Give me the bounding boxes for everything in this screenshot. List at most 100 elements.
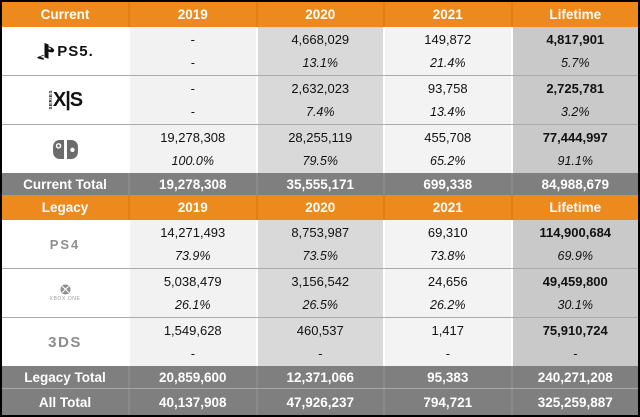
ps4-row: PS4 14,271,493 8,753,987 69,310 114,900,… [2, 220, 638, 268]
threeds-share-2019: - [128, 342, 256, 366]
ps5-sales-2019: - [128, 27, 256, 51]
current-total-lifetime: 84,988,679 [510, 173, 639, 195]
ps4-wordmark: PS4 [49, 236, 81, 252]
legacy-total-2020: 12,371,066 [255, 366, 384, 388]
threeds-share-lifetime: - [510, 342, 638, 366]
ps5-share-2020: 13.1% [255, 51, 383, 75]
xbox-one-share-2021: 26.2% [383, 293, 511, 317]
legacy-section-label: Legacy [41, 200, 89, 215]
xbox-series-row: SERIES X|S - 2,632,023 93,758 2,725,781 … [2, 75, 638, 124]
ps5-wordmark: PS5. [57, 42, 94, 60]
current-total-2019: 19,278,308 [128, 173, 256, 195]
all-total-lifetime: 325,259,887 [510, 389, 639, 415]
switch-logo [2, 125, 128, 173]
legacy-header-row: Legacy 2019 2020 2021 Lifetime [2, 195, 638, 220]
xbox-one-sales-2019: 5,038,479 [128, 269, 256, 293]
switch-sales-lifetime: 77,444,997 [510, 125, 638, 149]
switch-joycon-icon [52, 139, 78, 159]
switch-sales-2019: 19,278,308 [128, 125, 256, 149]
switch-row: 19,278,308 28,255,119 455,708 77,444,997… [2, 124, 638, 173]
threeds-logo: 3DS [2, 318, 128, 366]
legacy-total-2021: 95,383 [383, 366, 511, 388]
xbox-series-sales-2019: - [128, 76, 256, 100]
legacy-total-lifetime: 240,271,208 [510, 366, 639, 388]
xbox-series-vertical-text: SERIES [47, 90, 53, 110]
ps4-sales-2019: 14,271,493 [128, 220, 256, 244]
xbox-sphere-icon [59, 284, 71, 295]
current-total-2020: 35,555,171 [255, 173, 384, 195]
all-total-row: All Total 40,137,908 47,926,237 794,721 … [2, 388, 638, 415]
playstation-icon [36, 42, 57, 60]
ps5-share-2019: - [128, 51, 256, 75]
xbox-series-share-2021: 13.4% [383, 100, 511, 124]
current-header-row: Current 2019 2020 2021 Lifetime [2, 2, 638, 27]
all-total-2021: 794,721 [383, 389, 511, 415]
col-header-lifetime: Lifetime [510, 2, 639, 27]
xbox-series-share-2020: 7.4% [255, 100, 383, 124]
ps4-share-2020: 73.5% [255, 244, 383, 268]
ps5-sales-lifetime: 4,817,901 [510, 27, 638, 51]
all-total-label: All Total [38, 394, 92, 410]
xbox-one-wordmark: XBOX ONE [49, 296, 81, 302]
threeds-sales-2019: 1,549,628 [128, 318, 256, 342]
ps4-share-2021: 73.8% [383, 244, 511, 268]
xbox-series-sales-2021: 93,758 [383, 76, 511, 100]
legacy-total-row: Legacy Total 20,859,600 12,371,066 95,38… [2, 366, 638, 388]
xbox-series-wordmark: X|S [52, 88, 83, 111]
switch-share-lifetime: 91.1% [510, 149, 638, 173]
all-total-2019: 40,137,908 [128, 389, 256, 415]
ps4-sales-2020: 8,753,987 [255, 220, 383, 244]
xbox-one-sales-lifetime: 49,459,800 [510, 269, 638, 293]
ps5-logo: PS5. [2, 27, 128, 75]
legacy-col-header-2021: 2021 [383, 195, 511, 220]
xbox-series-share-2019: - [128, 100, 256, 124]
xbox-one-sales-2021: 24,656 [383, 269, 511, 293]
switch-sales-2020: 28,255,119 [255, 125, 383, 149]
ps5-share-2021: 21.4% [383, 51, 511, 75]
xbox-one-logo: XBOX ONE [2, 269, 128, 317]
col-header-2021: 2021 [383, 2, 511, 27]
ps4-logo: PS4 [2, 220, 128, 268]
legacy-col-header-lifetime: Lifetime [510, 195, 639, 220]
ps4-share-2019: 73.9% [128, 244, 256, 268]
switch-share-2021: 65.2% [383, 149, 511, 173]
xbox-one-share-2019: 26.1% [128, 293, 256, 317]
xbox-one-row: XBOX ONE 5,038,479 3,156,542 24,656 49,4… [2, 268, 638, 317]
legacy-col-header-2019: 2019 [128, 195, 256, 220]
switch-share-2020: 79.5% [255, 149, 383, 173]
ps4-sales-lifetime: 114,900,684 [510, 220, 638, 244]
switch-share-2019: 100.0% [128, 149, 256, 173]
current-total-label: Current Total [23, 176, 107, 192]
ps5-row: PS5. - 4,668,029 149,872 4,817,901 - 13.… [2, 27, 638, 75]
legacy-total-label: Legacy Total [24, 369, 106, 385]
xbox-series-sales-2020: 2,632,023 [255, 76, 383, 100]
ps4-share-lifetime: 69.9% [510, 244, 638, 268]
xbox-series-logo: SERIES X|S [2, 76, 128, 124]
col-header-2020: 2020 [255, 2, 384, 27]
threeds-share-2020: - [255, 342, 383, 366]
ps4-sales-2021: 69,310 [383, 220, 511, 244]
threeds-wordmark: 3DS [48, 333, 82, 351]
switch-sales-2021: 455,708 [383, 125, 511, 149]
legacy-col-header-2020: 2020 [255, 195, 384, 220]
xbox-one-share-2020: 26.5% [255, 293, 383, 317]
ps5-share-lifetime: 5.7% [510, 51, 638, 75]
xbox-one-share-lifetime: 30.1% [510, 293, 638, 317]
xbox-series-sales-lifetime: 2,725,781 [510, 76, 638, 100]
legacy-total-2019: 20,859,600 [128, 366, 256, 388]
threeds-sales-2021: 1,417 [383, 318, 511, 342]
all-total-2020: 47,926,237 [255, 389, 384, 415]
threeds-sales-lifetime: 75,910,724 [510, 318, 638, 342]
ps5-sales-2020: 4,668,029 [255, 27, 383, 51]
ps5-sales-2021: 149,872 [383, 27, 511, 51]
xbox-series-share-lifetime: 3.2% [510, 100, 638, 124]
threeds-row: 3DS 1,549,628 460,537 1,417 75,910,724 -… [2, 317, 638, 366]
current-section-label: Current [40, 7, 90, 22]
current-total-row: Current Total 19,278,308 35,555,171 699,… [2, 173, 638, 195]
xbox-one-sales-2020: 3,156,542 [255, 269, 383, 293]
threeds-sales-2020: 460,537 [255, 318, 383, 342]
current-total-2021: 699,338 [383, 173, 511, 195]
col-header-2019: 2019 [128, 2, 256, 27]
